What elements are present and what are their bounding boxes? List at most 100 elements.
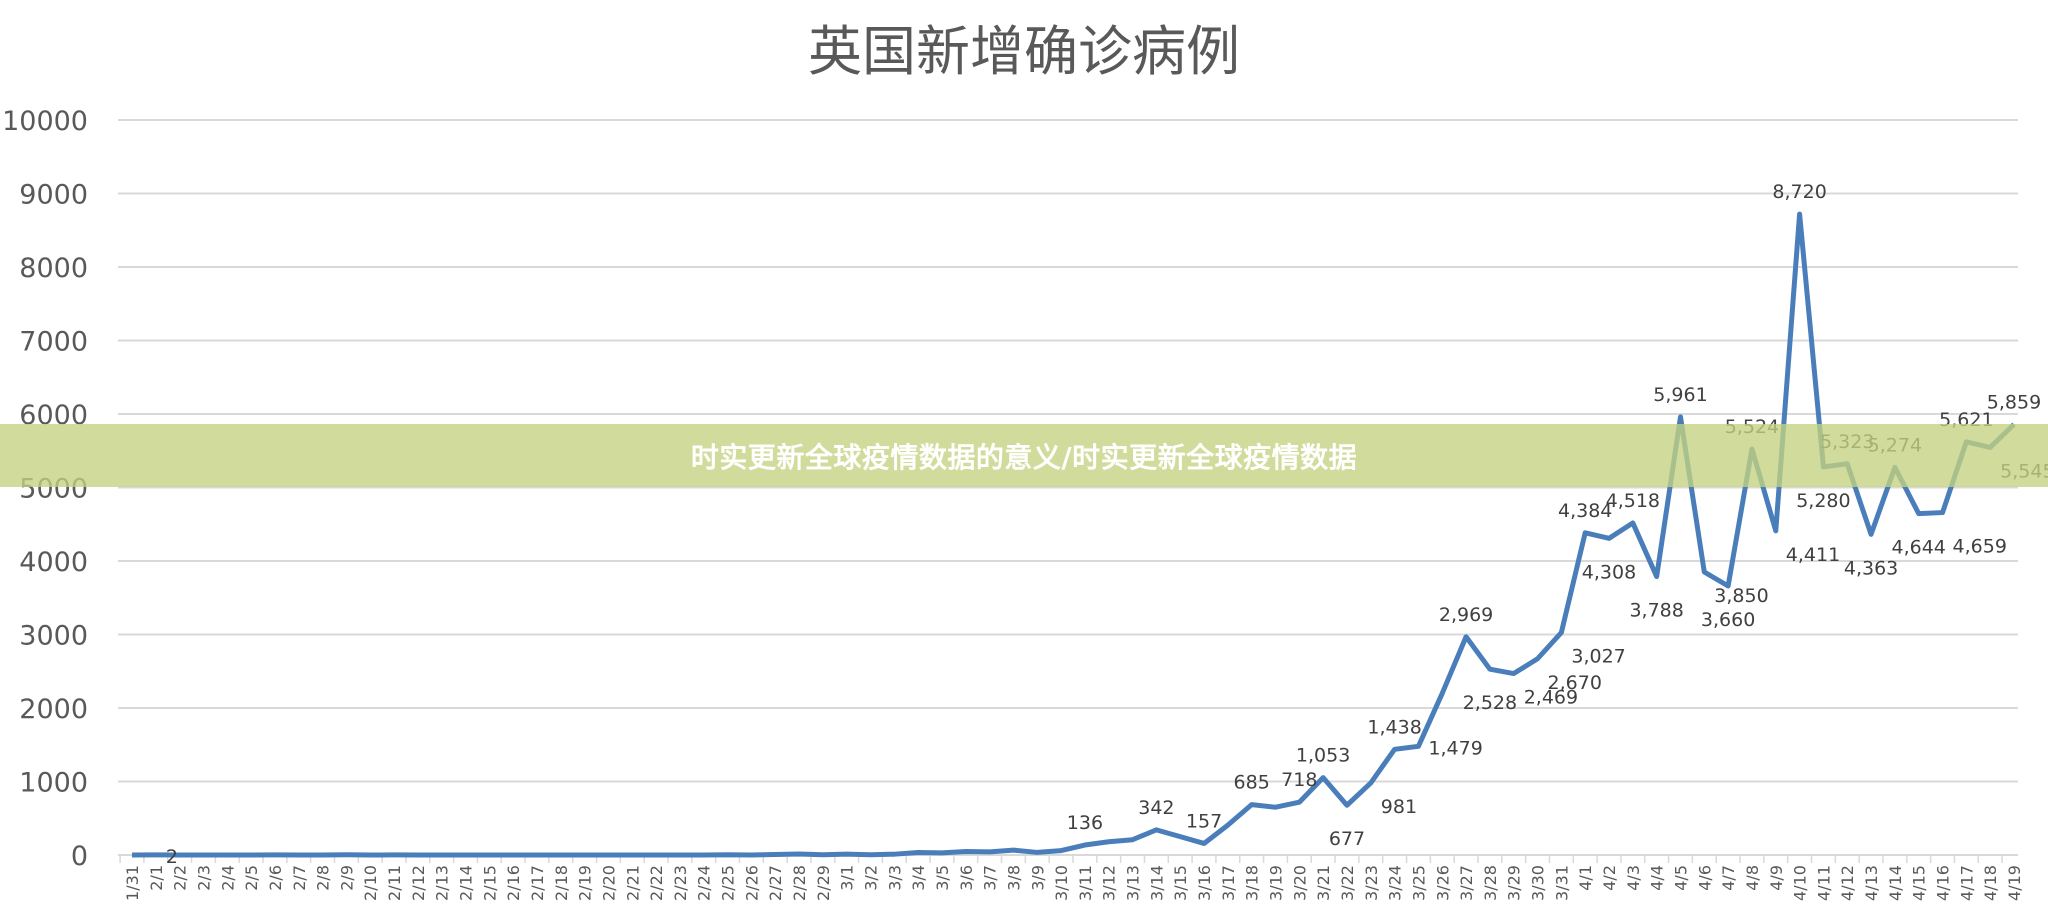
x-tick-label: 2/19 xyxy=(576,865,595,901)
data-label: 677 xyxy=(1329,828,1365,850)
x-tick-label: 4/13 xyxy=(1862,865,1881,901)
x-tick-label: 3/8 xyxy=(1004,865,1023,891)
x-tick-label: 2/6 xyxy=(266,865,285,891)
series-line xyxy=(131,211,2016,858)
x-tick-label: 4/14 xyxy=(1886,865,1905,901)
x-tick-label: 3/11 xyxy=(1076,865,1095,901)
data-label: 5,961 xyxy=(1653,384,1707,406)
data-label: 5,859 xyxy=(1987,391,2041,413)
x-tick-label: 4/10 xyxy=(1791,865,1810,901)
x-tick-label: 3/28 xyxy=(1481,865,1500,901)
x-tick-label: 3/19 xyxy=(1266,865,1285,901)
x-tick-label: 4/9 xyxy=(1767,865,1786,891)
y-tick-label: 4000 xyxy=(19,547,88,578)
y-axis-ticks: 0100020003000400050006000700080009000100… xyxy=(2,106,88,872)
x-tick-label: 2/8 xyxy=(314,865,333,891)
x-tick-label: 4/2 xyxy=(1600,865,1619,891)
x-tick-label: 2/20 xyxy=(599,865,618,901)
data-label: 157 xyxy=(1186,810,1222,832)
data-label: 4,308 xyxy=(1582,561,1636,583)
x-tick-label: 2/5 xyxy=(242,865,261,891)
y-tick-label: 1000 xyxy=(19,768,88,799)
x-tick-label: 4/15 xyxy=(1910,865,1929,901)
x-tick-label: 2/15 xyxy=(480,865,499,901)
x-tick-label: 2/12 xyxy=(409,865,428,901)
data-label: 3,027 xyxy=(1571,646,1625,668)
x-tick-label: 2/9 xyxy=(337,865,356,891)
x-tick-label: 4/7 xyxy=(1719,865,1738,891)
x-tick-label: 3/20 xyxy=(1290,865,1309,901)
data-label: 1,479 xyxy=(1428,737,1482,759)
data-label: 2,469 xyxy=(1524,687,1578,709)
x-tick-label: 3/5 xyxy=(933,865,952,891)
x-tick-label: 3/16 xyxy=(1195,865,1214,901)
x-tick-label: 2/3 xyxy=(194,865,213,891)
data-label: 3,850 xyxy=(1714,585,1768,607)
data-label: 1,053 xyxy=(1296,745,1350,767)
x-tick-label: 2/11 xyxy=(385,865,404,901)
data-label: 2 xyxy=(166,846,178,868)
data-label: 2,969 xyxy=(1439,604,1493,626)
data-label: 2,528 xyxy=(1463,692,1517,714)
x-tick-label: 2/29 xyxy=(814,865,833,901)
x-tick-label: 4/4 xyxy=(1648,865,1667,891)
data-label: 4,384 xyxy=(1558,500,1612,522)
x-tick-label: 3/29 xyxy=(1505,865,1524,901)
data-label: 5,280 xyxy=(1796,490,1850,512)
x-tick-label: 4/6 xyxy=(1695,865,1714,891)
data-label: 3,660 xyxy=(1701,609,1755,631)
x-tick-label: 2/10 xyxy=(361,865,380,901)
x-tick-label: 3/23 xyxy=(1362,865,1381,901)
x-tick-label: 3/24 xyxy=(1386,865,1405,901)
y-tick-label: 10000 xyxy=(2,106,88,137)
x-tick-label: 4/1 xyxy=(1576,865,1595,891)
data-label: 685 xyxy=(1234,772,1270,794)
data-label: 4,644 xyxy=(1892,537,1946,559)
x-tick-label: 3/18 xyxy=(1243,865,1262,901)
x-tick-label: 2/28 xyxy=(790,865,809,901)
x-tick-label: 3/6 xyxy=(957,865,976,891)
x-tick-label: 1/31 xyxy=(123,865,142,901)
x-tick-label: 2/24 xyxy=(695,865,714,901)
chart-title: 英国新增确诊病例 xyxy=(808,20,1240,83)
x-tick-label: 2/27 xyxy=(766,865,785,901)
data-label: 1,438 xyxy=(1367,716,1421,738)
y-tick-label: 2000 xyxy=(19,694,88,725)
x-tick-label: 4/19 xyxy=(2005,865,2024,901)
data-label: 981 xyxy=(1381,796,1417,818)
x-tick-label: 4/12 xyxy=(1838,865,1857,901)
x-axis-ticks: 1/31 2/1 2/2 2/3 2/4 2/5 2/6 2/7 2/8 2/9 2/10 2/11 2… xyxy=(119,855,2024,901)
x-tick-label: 2/13 xyxy=(433,865,452,901)
x-tick-label: 4/5 xyxy=(1671,865,1690,891)
x-tick-label: 3/26 xyxy=(1433,865,1452,901)
x-tick-label: 3/15 xyxy=(1171,865,1190,901)
x-tick-label: 2/4 xyxy=(218,865,237,891)
x-tick-label: 2/1 xyxy=(147,865,166,891)
x-tick-label: 2/21 xyxy=(623,865,642,901)
data-label: 136 xyxy=(1067,812,1103,834)
x-tick-label: 3/31 xyxy=(1552,865,1571,901)
x-tick-label: 3/1 xyxy=(838,865,857,891)
data-label: 718 xyxy=(1281,769,1317,791)
data-label: 342 xyxy=(1138,797,1174,819)
x-tick-label: 3/2 xyxy=(862,865,881,891)
overlay-banner: 时实更新全球疫情数据的意义/时实更新全球疫情数据 xyxy=(0,424,2048,487)
y-tick-label: 3000 xyxy=(19,621,88,652)
x-tick-label: 2/17 xyxy=(528,865,547,901)
x-tick-label: 3/7 xyxy=(981,865,1000,891)
data-label: 4,363 xyxy=(1844,557,1898,579)
x-tick-label: 2/16 xyxy=(504,865,523,901)
data-label: 4,518 xyxy=(1606,490,1660,512)
series-line-path xyxy=(131,211,2016,858)
x-tick-label: 3/21 xyxy=(1314,865,1333,901)
x-tick-label: 2/26 xyxy=(742,865,761,901)
y-tick-label: 9000 xyxy=(19,180,88,211)
x-tick-label: 2/2 xyxy=(171,865,190,891)
x-tick-label: 3/14 xyxy=(1147,865,1166,901)
x-tick-label: 2/23 xyxy=(671,865,690,901)
x-tick-label: 3/25 xyxy=(1409,865,1428,901)
x-tick-label: 2/25 xyxy=(719,865,738,901)
data-label: 8,720 xyxy=(1772,181,1826,203)
